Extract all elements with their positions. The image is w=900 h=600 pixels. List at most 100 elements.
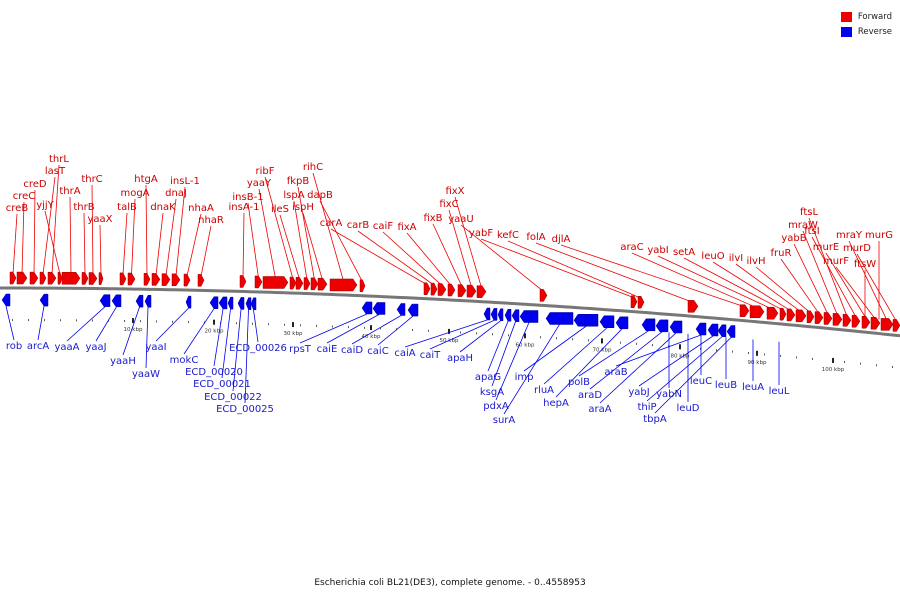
ruler-minor-tick — [284, 323, 285, 326]
reverse-gene-arrow — [111, 294, 122, 308]
reverse-gene-arrow — [227, 296, 234, 310]
forward-gene-label: murD — [843, 243, 871, 254]
forward-leader-line — [454, 196, 482, 288]
kbp-ruler: 10 kbp 20 kbp 30 kbp 40 kbp 50 kbp 60 kbp 70 k… — [12, 318, 893, 373]
ruler-minor-tick — [460, 331, 461, 334]
forward-gene-arrow — [303, 277, 311, 290]
forward-gene-label: yaaY — [247, 178, 272, 189]
forward-gene-label: setA — [673, 247, 695, 258]
forward-leader-line — [802, 230, 838, 316]
forward-leader-line — [264, 176, 294, 280]
ruler-minor-tick — [892, 365, 893, 368]
reverse-gene-arrow — [504, 308, 512, 322]
forward-gene-arrow — [779, 307, 787, 321]
reverse-gene-arrow — [135, 294, 144, 308]
forward-gene-label: caiF — [373, 221, 393, 232]
forward-gene-label: creB — [6, 203, 29, 214]
reverse-gene-arrow — [511, 309, 520, 322]
forward-gene-label: rihC — [303, 162, 323, 173]
forward-gene-arrow — [47, 271, 57, 285]
forward-gene-arrow — [861, 315, 871, 329]
forward-gene-label: mraY — [836, 230, 863, 241]
reverse-gene-label: mokC — [170, 355, 199, 366]
reverse-gene-arrow — [99, 294, 111, 307]
forward-leader-line — [856, 253, 897, 322]
reverse-gene-label: yaaW — [132, 369, 160, 380]
ruler-minor-tick — [636, 342, 637, 345]
forward-leader-line — [319, 200, 363, 282]
forward-gene-arrow — [57, 271, 63, 285]
reverse-leader-line — [155, 307, 189, 342]
ruler-minor-tick — [588, 339, 589, 342]
reverse-gene-label: pdxA — [483, 401, 509, 412]
forward-gene-label: araC — [620, 242, 643, 253]
forward-gene-arrow — [262, 276, 289, 289]
forward-gene-arrow — [161, 273, 171, 286]
reverse-gene-label: ECD_00025 — [216, 404, 274, 415]
forward-leader-line — [186, 213, 202, 277]
forward-gene-label: murF — [823, 256, 849, 267]
reverse-gene-arrow — [144, 295, 152, 308]
forward-leader-line — [145, 184, 148, 276]
forward-leader-line — [293, 200, 308, 280]
forward-gene-arrow — [16, 271, 28, 285]
reverse-gene-label: leuC — [690, 376, 712, 387]
forward-gene-arrow — [637, 295, 645, 309]
reverse-leader-line — [487, 321, 509, 372]
forward-gene-label: insA-1 — [229, 202, 260, 213]
reverse-leader-line — [543, 327, 608, 385]
ruler-minor-tick — [700, 347, 701, 350]
forward-gene-arrow — [457, 284, 467, 297]
reverse-gene-label: araD — [578, 390, 602, 401]
forward-leader-line — [297, 186, 315, 280]
reverse-leader-line — [232, 309, 242, 392]
ruler-tick — [448, 328, 450, 334]
reverse-gene-arrow — [185, 295, 192, 309]
ruler-minor-tick — [668, 345, 669, 348]
reverse-leader-line — [213, 308, 224, 367]
forward-gene-label: thrC — [81, 174, 102, 185]
reverse-gene-arrow — [669, 320, 683, 334]
forward-leader-line — [793, 243, 829, 315]
ruler-minor-tick — [300, 324, 301, 327]
forward-gene-arrow — [127, 272, 136, 286]
forward-gene-label: mogA — [120, 188, 149, 199]
reverse-leader-line — [122, 307, 140, 356]
forward-leader-line — [91, 184, 94, 275]
forward-gene-arrow — [814, 311, 824, 324]
reverse-gene-label: ECD_00022 — [204, 392, 262, 403]
reverse-gene-label: caiE — [317, 344, 338, 355]
forward-gene-arrow — [289, 276, 297, 290]
reverse-gene-arrow — [209, 296, 219, 309]
forward-gene-arrow — [329, 278, 358, 292]
reverse-gene-label: leuL — [769, 386, 790, 397]
forward-leader-line — [242, 212, 245, 278]
ruler-minor-tick — [780, 354, 781, 357]
forward-gene-label: yaaX — [87, 214, 112, 225]
reverse-gene-arrow — [407, 303, 419, 317]
reverse-leader-line — [491, 321, 516, 387]
reverse-leader-line — [578, 330, 649, 377]
forward-leader-line — [480, 238, 635, 299]
reverse-gene-label: yaaH — [110, 356, 136, 367]
forward-gene-arrow — [9, 271, 17, 285]
ruler-tick — [832, 357, 834, 363]
forward-leader-line — [835, 266, 876, 320]
ruler-minor-tick — [316, 324, 317, 327]
forward-gene-arrow — [786, 308, 796, 322]
forward-leader-line — [155, 212, 164, 276]
reverse-gene-label: yabJ — [628, 387, 649, 398]
forward-gene-label: ftsW — [854, 259, 876, 270]
forward-gene-arrow — [61, 272, 81, 285]
forward-leader-line — [357, 230, 435, 286]
forward-leader-line — [165, 198, 177, 276]
forward-gene-arrow — [870, 316, 881, 330]
forward-leader-line — [825, 252, 867, 319]
forward-leader-line — [312, 172, 344, 282]
forward-gene-label: dnaK — [150, 202, 176, 213]
reverse-gene-arrow — [39, 293, 49, 307]
forward-gene-label: yabB — [781, 233, 806, 244]
forward-gene-label: fkpB — [287, 176, 310, 187]
reverse-gene-arrow — [545, 312, 574, 325]
forward-leader-line — [302, 212, 323, 281]
